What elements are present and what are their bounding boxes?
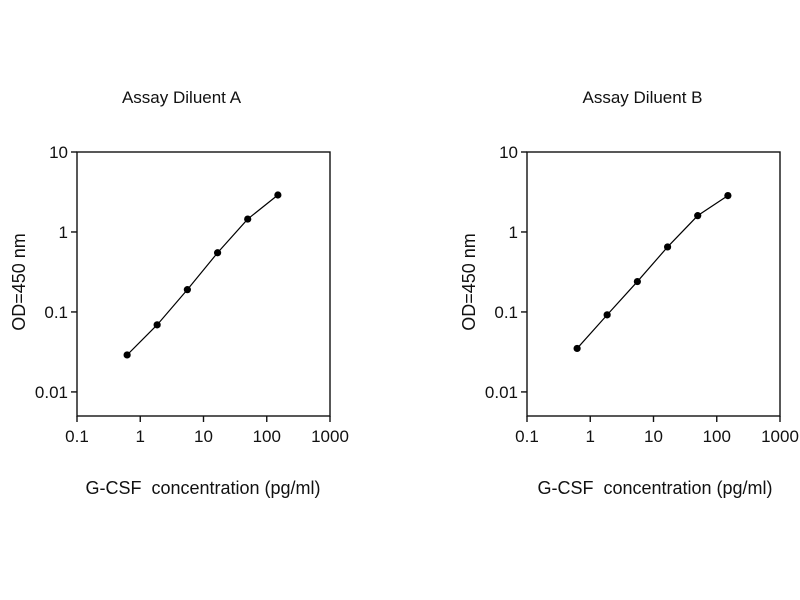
data-point [183,286,191,294]
data-point [153,321,161,329]
data-point [123,351,131,359]
data-point [724,191,732,200]
y-tick-label: 0.01 [485,383,518,402]
y-tick-label: 0.1 [494,303,518,322]
x-tick-label: 0.1 [515,427,539,446]
y-axis-label-b: OD=450 nm [459,233,479,331]
y-tick-label: 10 [499,143,518,162]
x-axis-label-b: G-CSF concentration (pg/ml) [537,478,773,498]
x-tick-label: 10 [194,427,213,446]
x-tick-label: 100 [703,427,731,446]
x-tick-label: 1000 [761,427,799,446]
y-axis-label-a: OD=450 nm [9,233,29,331]
data-point [603,311,611,319]
x-tick-label: 100 [253,427,281,446]
data-point [573,344,581,353]
x-tick-label: 0.1 [65,427,89,446]
data-point [274,191,282,199]
chart-title-assay-diluent-a: Assay Diluent A [121,88,242,107]
x-tick-label: 1 [136,427,145,446]
data-point [244,215,252,223]
data-point [663,243,672,251]
y-tick-label: 10 [49,143,68,162]
x-tick-label: 1000 [311,427,349,446]
y-tick-label: 1 [509,223,518,242]
series-line [576,195,729,349]
series-line [126,194,279,356]
y-tick-label: 0.1 [44,303,68,322]
data-point [694,212,702,220]
plot-frame [76,151,331,417]
data-point [633,277,641,286]
x-axis-label-a: G-CSF concentration (pg/ml) [85,478,321,498]
plot-frame [526,151,781,417]
data-point [213,249,222,257]
y-tick-label: 1 [59,223,68,242]
x-tick-label: 1 [586,427,595,446]
plot-assay-diluent-b: 0.1 1 10 100 1000 10 1 0.1 0.01 [485,143,799,446]
plot-assay-diluent-a: 0.1 1 10 100 1000 10 1 0.1 0.01 [35,143,349,446]
chart-title-assay-diluent-b: Assay Diluent B [582,88,703,107]
y-tick-label: 0.01 [35,383,68,402]
x-tick-label: 10 [644,427,663,446]
